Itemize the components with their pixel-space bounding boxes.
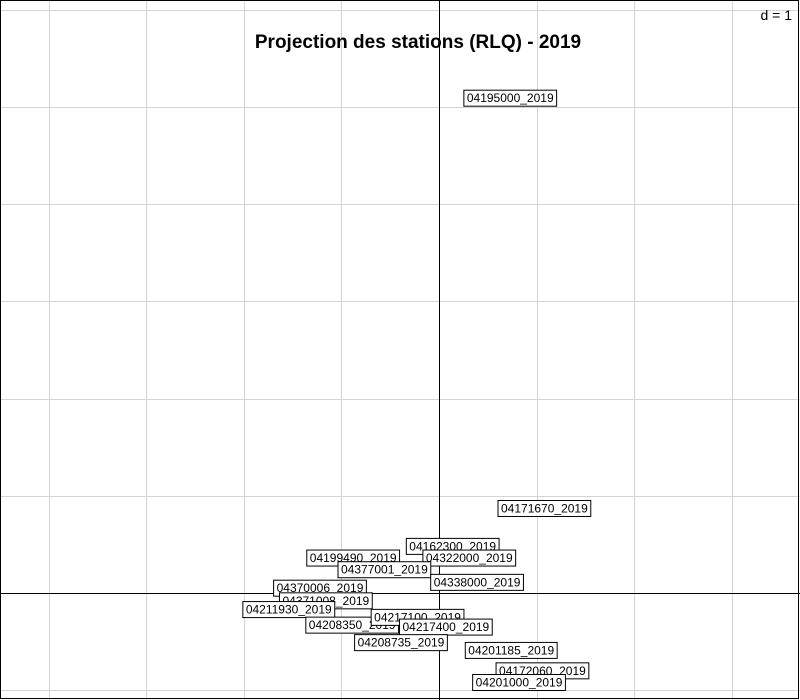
station-label-box xyxy=(463,89,558,107)
station-label-box xyxy=(497,499,592,517)
station-label-text: 04322000_2019 xyxy=(426,551,513,565)
station-label-box xyxy=(430,573,524,591)
chart-title: Projection des stations (RLQ) - 2019 xyxy=(255,32,581,53)
station-label-text: 04217400_2019 xyxy=(402,620,489,634)
station-label-text: 04201000_2019 xyxy=(476,676,563,690)
station-label: 04195000_2019 xyxy=(463,89,558,107)
station-label: 04171670_2019 xyxy=(497,499,592,517)
station-label: 04370006_2019 xyxy=(273,579,367,597)
station-label-text: 04208735_2019 xyxy=(358,636,445,650)
station-label: 04322000_2019 xyxy=(422,549,517,567)
station-label: 04211930_2019 xyxy=(242,601,336,619)
station-label: 04377001_2019 xyxy=(337,561,432,579)
station-label-text: 04338000_2019 xyxy=(434,575,521,589)
station-label-text: 04370006_2019 xyxy=(277,581,364,595)
station-label: 04201185_2019 xyxy=(464,641,558,659)
station-label-box xyxy=(422,549,517,567)
station-label-text: 04171670_2019 xyxy=(501,501,588,515)
station-label-text: 04211930_2019 xyxy=(246,603,332,617)
station-label: 04217400_2019 xyxy=(398,618,493,636)
station-label-box xyxy=(464,641,558,659)
station-label-text: 04201185_2019 xyxy=(468,643,554,657)
grid-scale-label: d = 1 xyxy=(760,7,792,23)
station-label: 04201000_2019 xyxy=(472,674,566,691)
station-label: 04208735_2019 xyxy=(354,634,448,652)
station-label: 04338000_2019 xyxy=(430,573,524,591)
station-label-box xyxy=(354,634,448,652)
station-label-box xyxy=(337,561,432,579)
station-label-box xyxy=(242,601,336,619)
station-label-text: 04195000_2019 xyxy=(467,91,554,105)
station-label-text: 04377001_2019 xyxy=(341,563,428,577)
station-label-box xyxy=(472,674,566,691)
